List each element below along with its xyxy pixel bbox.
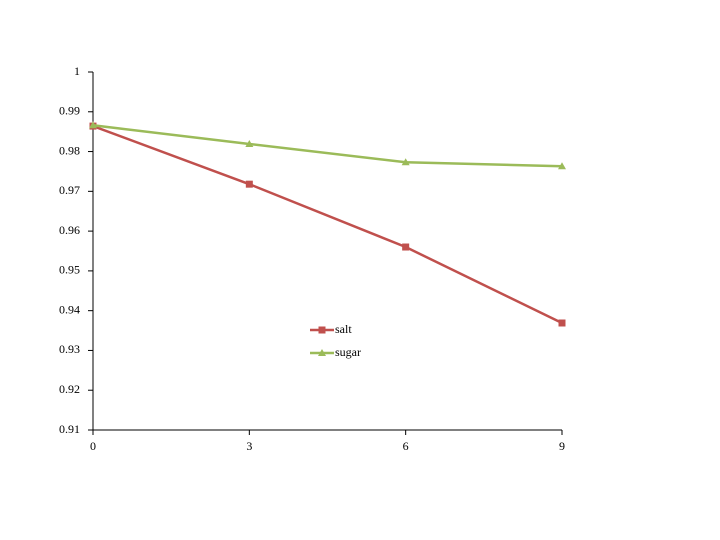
y-tick-label: 0.99 — [59, 104, 80, 118]
y-tick-label: 0.91 — [59, 422, 80, 436]
y-tick-label: 0.98 — [59, 143, 80, 157]
legend-marker — [318, 326, 326, 334]
y-tick-label: 1 — [74, 64, 80, 78]
x-tick-label: 6 — [403, 439, 409, 453]
legend-marker — [318, 349, 326, 356]
marker — [402, 243, 410, 251]
y-tick-label: 0.96 — [59, 223, 80, 237]
marker — [401, 158, 410, 166]
y-tick-label: 0.92 — [59, 382, 80, 396]
legend-label: sugar — [335, 345, 361, 359]
y-tick-label: 0.94 — [59, 302, 80, 316]
legend-label: salt — [335, 322, 352, 336]
legend: salt sugar — [310, 322, 361, 359]
marker — [245, 139, 254, 147]
marker — [245, 180, 253, 188]
y-tick-label: 0.95 — [59, 263, 80, 277]
marker — [89, 121, 97, 129]
x-tick-label: 9 — [559, 439, 565, 453]
series-line — [92, 124, 563, 325]
x-tick-label: 0 — [90, 439, 96, 453]
x-tick-label: 3 — [246, 439, 252, 453]
marker — [558, 319, 566, 327]
marker — [558, 162, 566, 170]
series-line — [92, 124, 563, 168]
y-tick-label: 0.97 — [59, 183, 80, 197]
y-tick-label: 0.93 — [59, 342, 80, 356]
